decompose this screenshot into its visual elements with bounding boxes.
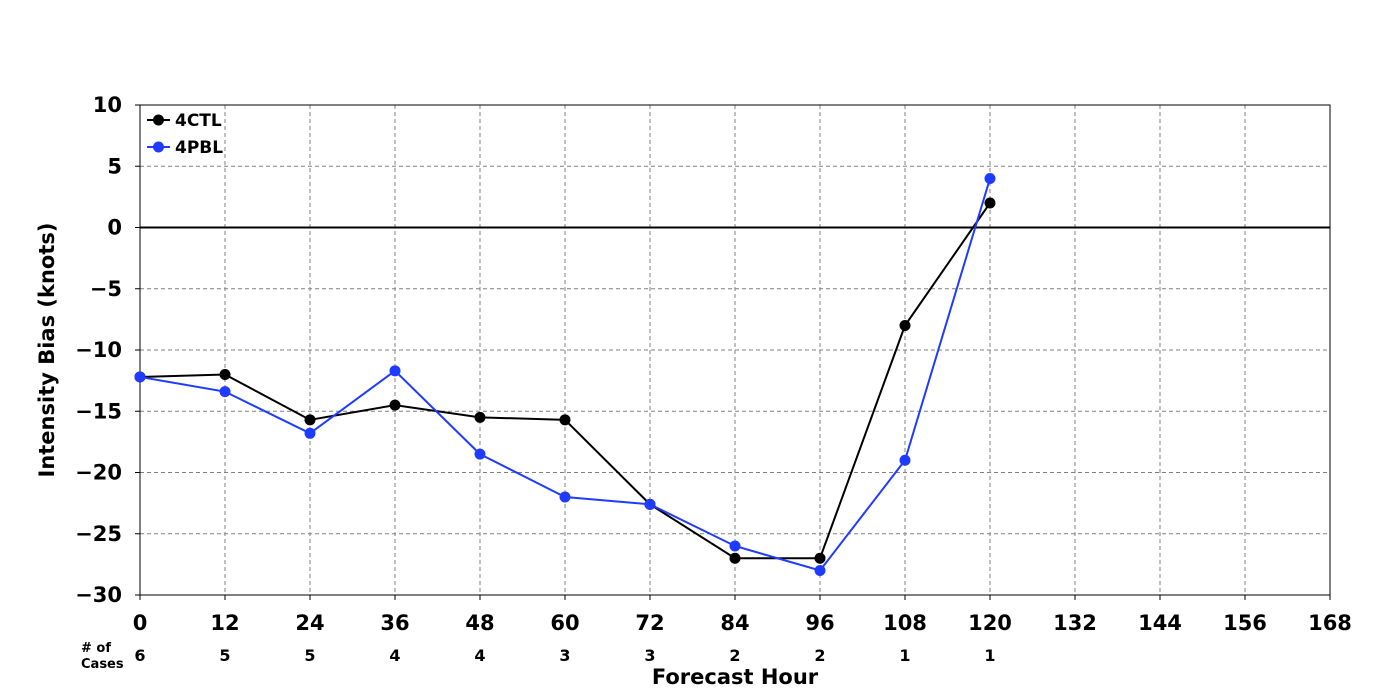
data-point-4pbl — [474, 448, 486, 460]
x-tick-label: 168 — [1308, 611, 1352, 635]
case-count: 2 — [814, 646, 825, 665]
case-count: 5 — [304, 646, 315, 665]
data-point-4pbl — [389, 365, 401, 377]
x-tick-label: 36 — [380, 611, 409, 635]
case-count: 1 — [899, 646, 910, 665]
data-point-4pbl — [984, 173, 996, 184]
data-point-4ctl — [219, 369, 231, 380]
y-tick-label: −30 — [75, 583, 122, 607]
grid-layer — [140, 105, 1330, 595]
data-point-4ctl — [559, 414, 571, 426]
x-tick-label: 12 — [210, 611, 239, 635]
data-point-4pbl — [559, 491, 571, 503]
y-axis-title: Intensity Bias (knots) — [35, 223, 59, 478]
data-point-4pbl — [134, 371, 146, 383]
x-tick-label: 156 — [1223, 611, 1267, 635]
legend-label-4ctl: 4CTL — [175, 111, 222, 131]
y-tick-label: 10 — [93, 93, 122, 117]
data-point-4ctl — [814, 552, 826, 564]
legend: 4CTL 4PBL — [147, 111, 223, 158]
cases-label-line2: Cases — [81, 657, 124, 672]
data-point-4pbl — [644, 498, 656, 510]
case-count: 5 — [219, 646, 230, 665]
y-tick-label: −5 — [90, 277, 122, 301]
x-tick-label: 84 — [720, 611, 749, 635]
y-tick-label: 0 — [107, 216, 122, 240]
y-tick-label: −10 — [75, 338, 122, 362]
x-tick-label: 48 — [465, 611, 494, 635]
case-count: 3 — [644, 646, 655, 665]
data-point-4pbl — [729, 540, 741, 552]
y-tick-label: −20 — [75, 461, 122, 485]
legend-marker-4ctl — [153, 114, 164, 126]
x-tick-label: 132 — [1053, 611, 1097, 635]
x-tick-label: 0 — [133, 611, 148, 635]
case-count: 6 — [134, 646, 145, 665]
x-tick-label: 24 — [295, 611, 324, 635]
x-tick-label: 60 — [550, 611, 579, 635]
y-tick-label: 5 — [107, 154, 122, 178]
y-tick-label: −15 — [75, 399, 122, 423]
legend-label-4pbl: 4PBL — [175, 138, 223, 158]
x-tick-label: 72 — [635, 611, 664, 635]
series-layer — [134, 173, 996, 576]
data-point-4pbl — [814, 565, 826, 576]
data-point-4ctl — [899, 320, 911, 331]
x-tick-label: 144 — [1138, 611, 1182, 635]
data-point-4ctl — [729, 552, 741, 564]
case-count: 2 — [729, 646, 740, 665]
case-count: 3 — [559, 646, 570, 665]
x-tick-label: 120 — [968, 611, 1012, 635]
data-point-4pbl — [899, 454, 911, 466]
labels-layer: Intensity Bias (knots) Forecast Hour # o… — [35, 223, 819, 690]
case-count: 4 — [389, 646, 400, 665]
legend-marker-4pbl — [153, 141, 164, 153]
cases-label-line1: # of — [81, 641, 111, 656]
case-count: 1 — [984, 646, 995, 665]
x-tick-label: 96 — [805, 611, 834, 635]
x-axis-title: Forecast Hour — [652, 665, 819, 689]
y-tick-label: −25 — [75, 522, 122, 546]
axes-layer: 0 12 24 36 48 60 72 84 96 108 120 132 144 156 168−30−2… — [75, 93, 1352, 665]
data-point-4pbl — [219, 386, 231, 398]
x-tick-label: 108 — [883, 611, 927, 635]
data-point-4ctl — [984, 197, 996, 209]
case-count: 4 — [474, 646, 485, 665]
data-point-4pbl — [304, 427, 316, 439]
data-point-4ctl — [474, 411, 486, 423]
data-point-4ctl — [304, 414, 316, 426]
data-point-4ctl — [389, 399, 401, 411]
